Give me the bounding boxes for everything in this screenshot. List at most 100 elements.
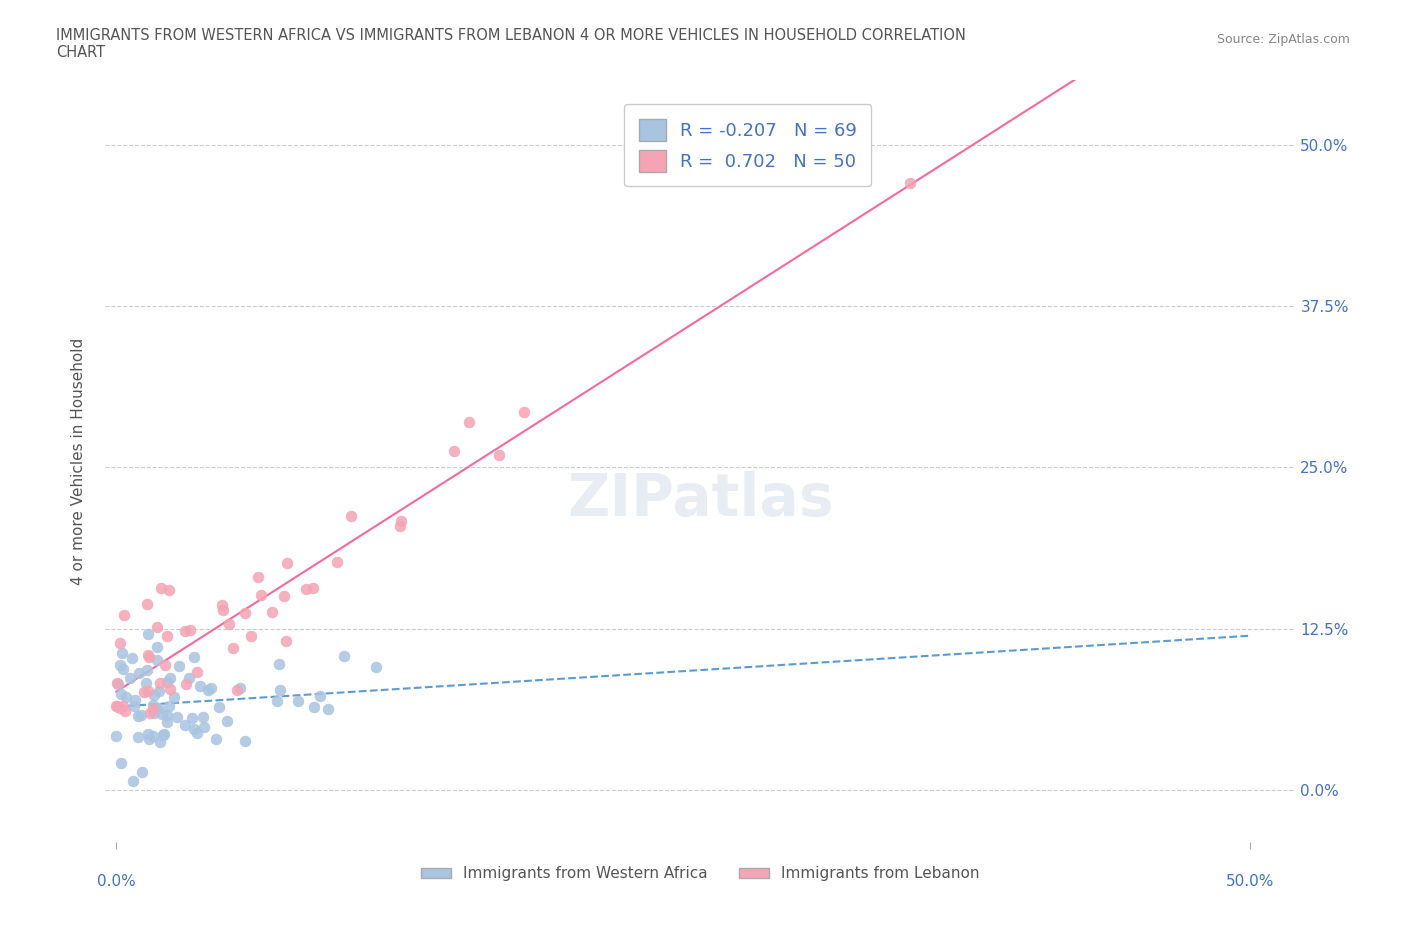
Point <box>269 683 291 698</box>
Point <box>136 662 159 677</box>
Point <box>274 634 297 649</box>
Point <box>142 728 165 743</box>
Point <box>145 702 167 717</box>
Point <box>142 698 165 712</box>
Point <box>150 707 173 722</box>
Point <box>269 657 291 671</box>
Point <box>149 580 172 595</box>
Point <box>131 765 153 780</box>
Point <box>111 645 134 660</box>
Point <box>183 721 205 736</box>
Legend: Immigrants from Western Africa, Immigrants from Lebanon: Immigrants from Western Africa, Immigran… <box>415 860 986 887</box>
Point <box>240 629 263 644</box>
Point <box>218 616 240 631</box>
Point <box>364 660 387 675</box>
Point <box>167 658 190 673</box>
Point <box>118 671 141 685</box>
Point <box>250 588 273 603</box>
Point <box>295 581 318 596</box>
Point <box>152 726 174 741</box>
Point <box>136 726 159 741</box>
Point <box>127 729 149 744</box>
Point <box>136 647 159 662</box>
Point <box>458 415 481 430</box>
Point <box>114 703 136 718</box>
Point <box>139 706 162 721</box>
Text: 0.0%: 0.0% <box>97 874 136 889</box>
Point <box>136 627 159 642</box>
Text: ZIPatlas: ZIPatlas <box>567 471 834 527</box>
Point <box>146 652 169 667</box>
Point <box>190 679 212 694</box>
Point <box>157 699 180 714</box>
Point <box>276 555 298 570</box>
Point <box>146 701 169 716</box>
Point <box>235 605 257 620</box>
Point <box>131 708 153 723</box>
Text: Source: ZipAtlas.com: Source: ZipAtlas.com <box>1216 33 1350 46</box>
Point <box>142 688 165 703</box>
Point <box>260 604 283 619</box>
Point <box>145 619 167 634</box>
Point <box>179 671 201 685</box>
Point <box>149 735 172 750</box>
Point <box>112 607 135 622</box>
Point <box>205 732 228 747</box>
Point <box>197 683 219 698</box>
Point <box>105 698 128 713</box>
Point <box>302 699 325 714</box>
Point <box>135 676 157 691</box>
Point <box>156 629 179 644</box>
Point <box>174 676 197 691</box>
Point <box>163 689 186 704</box>
Point <box>229 681 252 696</box>
Point <box>156 675 179 690</box>
Point <box>138 650 160 665</box>
Point <box>136 596 159 611</box>
Point <box>226 683 249 698</box>
Point <box>389 514 412 529</box>
Point <box>316 701 339 716</box>
Y-axis label: 4 or more Vehicles in Household: 4 or more Vehicles in Household <box>72 338 86 585</box>
Point <box>149 676 172 691</box>
Point <box>193 719 215 734</box>
Point <box>186 725 208 740</box>
Point <box>211 597 233 612</box>
Point <box>200 681 222 696</box>
Point <box>138 731 160 746</box>
Point <box>108 636 131 651</box>
Point <box>513 405 536 419</box>
Point <box>105 676 128 691</box>
Point <box>340 509 363 524</box>
Point <box>179 622 201 637</box>
Point <box>110 687 132 702</box>
Point <box>159 671 181 685</box>
Point <box>211 603 233 618</box>
Point <box>105 729 128 744</box>
Point <box>146 640 169 655</box>
Point <box>112 698 135 713</box>
Point <box>488 447 510 462</box>
Point <box>186 665 208 680</box>
Point <box>115 690 138 705</box>
Point <box>221 641 243 656</box>
Point <box>333 649 356 664</box>
Point <box>110 755 132 770</box>
Point <box>233 734 256 749</box>
Point <box>180 711 202 725</box>
Point <box>121 651 143 666</box>
Point <box>153 658 176 672</box>
Point <box>273 589 295 604</box>
Point <box>326 555 349 570</box>
Point <box>302 580 325 595</box>
Point <box>898 176 921 191</box>
Point <box>156 714 179 729</box>
Point <box>108 658 131 672</box>
Point <box>388 518 411 533</box>
Point <box>443 444 465 458</box>
Point <box>111 661 134 676</box>
Point <box>173 624 195 639</box>
Point <box>156 708 179 723</box>
Point <box>157 583 180 598</box>
Point <box>121 774 143 789</box>
